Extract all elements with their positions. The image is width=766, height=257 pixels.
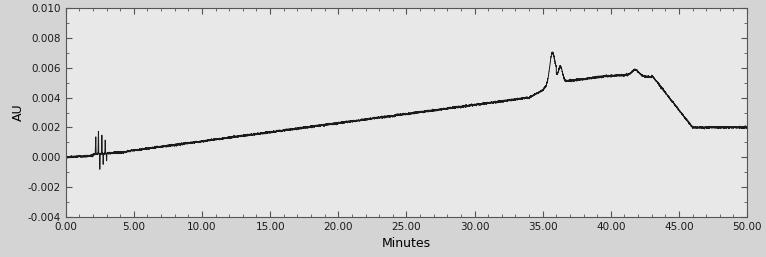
X-axis label: Minutes: Minutes (381, 237, 431, 250)
Y-axis label: AU: AU (11, 104, 25, 121)
